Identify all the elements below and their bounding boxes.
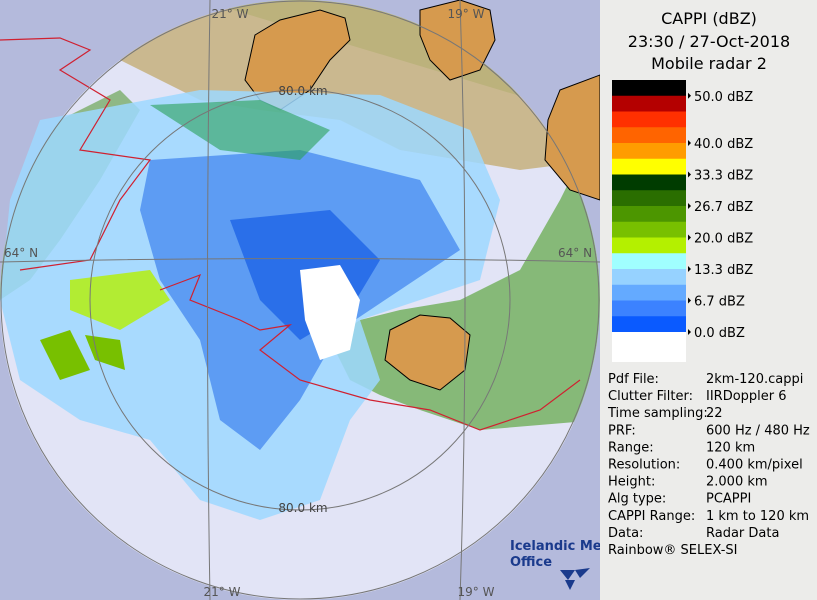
legend-swatch: [612, 316, 686, 333]
legend-label: 0.0 dBZ: [694, 326, 745, 341]
legend-tick: [688, 171, 691, 178]
info-key: Alg type:: [608, 492, 666, 507]
legend-tick: [688, 234, 691, 241]
info-key: Data:: [608, 526, 643, 541]
legend-swatch: [612, 237, 686, 254]
legend-swatch: [612, 158, 686, 175]
legend-swatch: [612, 221, 686, 238]
legend-swatch: [612, 80, 686, 97]
legend-label: 26.7 dBZ: [694, 200, 753, 215]
info-value: 2.000 km: [706, 475, 768, 490]
legend-tick: [688, 92, 691, 99]
info-value: 0.400 km/pixel: [706, 458, 803, 473]
info-key: PRF:: [608, 423, 636, 438]
legend-swatch: [612, 174, 686, 191]
longitude-label: 21° W: [204, 585, 241, 599]
legend-tick: [688, 297, 691, 304]
island: [544, 74, 600, 201]
legend-tick: [688, 266, 691, 272]
legend-label: 50.0 dBZ: [694, 90, 753, 105]
range-rings: [0, 0, 600, 600]
info-value: 600 Hz / 480 Hz: [706, 423, 810, 438]
borders: [0, 37, 581, 431]
legend-swatch: [612, 206, 686, 223]
info-key: Time sampling:: [607, 406, 708, 421]
latitude-label: 64° N: [4, 246, 38, 260]
legend-swatch: [612, 190, 686, 207]
panel-title: CAPPI (dBZ): [661, 9, 757, 28]
info-key: Pdf File:: [608, 372, 659, 387]
info-key: Resolution:: [608, 458, 680, 473]
legend-label: 13.3 dBZ: [694, 263, 753, 278]
legend-label: 6.7 dBZ: [694, 295, 745, 310]
info-value: PCAPPI: [706, 492, 751, 507]
longitude-label: 19° W: [458, 585, 495, 599]
logo-text: Office: [510, 555, 552, 570]
info-value: Radar Data: [706, 526, 779, 541]
range-label: 80.0 km: [278, 84, 327, 98]
legend-tick: [688, 329, 691, 335]
info-key: Height:: [608, 475, 655, 490]
legend-swatch: [612, 127, 686, 144]
legend-label: 33.3 dBZ: [694, 169, 753, 184]
info-value: 22: [706, 406, 723, 421]
logo-mark: [560, 568, 590, 590]
legend-label: 20.0 dBZ: [694, 232, 753, 247]
legend-swatch: [612, 284, 686, 301]
info-key: CAPPI Range:: [608, 509, 695, 524]
panel-title: Mobile radar 2: [651, 54, 767, 73]
info-value: IIRDoppler 6: [706, 389, 787, 404]
radar-map: 21° W 19° W 21° W 19° W 64° N 64° N 80.0…: [0, 0, 600, 600]
longitude-label: 19° W: [448, 7, 485, 21]
info-value: 1 km to 120 km: [706, 509, 809, 524]
legend-swatch: [612, 111, 686, 128]
legend-swatch: [612, 95, 686, 112]
echoes: [0, 90, 500, 520]
range-label: 80.0 km: [278, 501, 327, 515]
info-key: Range:: [608, 440, 654, 455]
legend-swatch: [612, 269, 686, 286]
legend-label: 40.0 dBZ: [694, 137, 753, 152]
logo-text: Icelandic Met: [510, 539, 600, 554]
footer: Rainbow® SELEX-SI: [608, 543, 738, 558]
info-value: 2km-120.cappi: [706, 372, 803, 387]
legend-tick: [688, 203, 691, 209]
latitude-label: 64° N: [558, 246, 592, 260]
legend-swatch: [612, 300, 686, 317]
legend-swatch-empty: [612, 332, 686, 362]
info-panel: CAPPI (dBZ) 23:30 / 27-Oct-2018 Mobile r…: [600, 0, 817, 600]
legend-tick: [688, 140, 691, 146]
panel-title: 23:30 / 27-Oct-2018: [628, 32, 790, 51]
legend-swatch: [612, 253, 686, 270]
info-value: 120 km: [706, 440, 755, 455]
island: [419, 0, 496, 81]
longitude-label: 21° W: [212, 7, 249, 21]
info-key: Clutter Filter:: [608, 389, 693, 404]
legend-swatch: [612, 143, 686, 160]
